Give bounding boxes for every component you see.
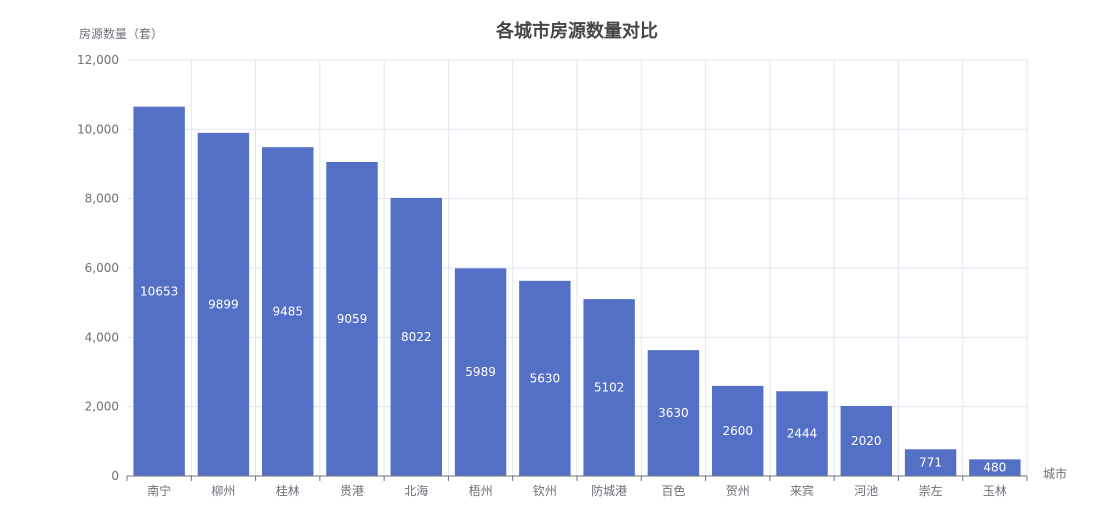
chart-title: 各城市房源数量对比 — [495, 20, 658, 42]
x-tick-label: 贵港 — [340, 484, 364, 498]
bar — [647, 350, 700, 476]
bar-value-label: 3630 — [658, 406, 689, 420]
bar — [583, 299, 635, 476]
bar — [519, 280, 571, 476]
bar-value-label: 9899 — [208, 297, 239, 311]
x-tick-label: 柳州 — [211, 484, 235, 498]
x-tick-label: 玉林 — [983, 484, 1007, 498]
x-tick-label: 桂林 — [276, 483, 300, 498]
bar — [840, 405, 892, 476]
bar-value-label: 2600 — [722, 424, 753, 438]
bar-value-label: 9485 — [272, 305, 303, 319]
bar — [454, 268, 507, 476]
bar-value-label: 771 — [919, 456, 942, 470]
bar-value-label: 5102 — [594, 381, 625, 395]
bar-value-label: 480 — [983, 461, 1006, 475]
x-tick-label: 崇左 — [919, 483, 943, 498]
x-tick-label: 来宾 — [790, 483, 814, 498]
bar — [326, 161, 378, 477]
bar — [904, 449, 957, 476]
x-axis-label: 城市 — [1043, 466, 1067, 481]
bar-value-label: 5989 — [465, 365, 496, 379]
y-tick-label: 2,000 — [85, 400, 119, 414]
bar — [390, 197, 442, 477]
bar — [262, 147, 314, 477]
y-tick-label: 10,000 — [77, 122, 119, 136]
y-axis-label: 房源数量（套） — [79, 26, 163, 41]
bars — [133, 106, 1021, 477]
bar-value-label: 8022 — [401, 330, 432, 344]
bar — [776, 391, 828, 476]
y-tick-label: 6,000 — [85, 261, 119, 275]
data-labels: 10653 9899 9485 9059 8022 5989 5630 5102 3630 260… — [140, 284, 1006, 474]
x-tick-label: 贺州 — [726, 484, 750, 498]
bar — [712, 385, 764, 476]
x-tick-label: 防城港 — [591, 483, 627, 498]
bar-value-label: 10653 — [140, 284, 178, 298]
x-tick-label: 北海 — [404, 483, 428, 498]
y-tick-label: 12,000 — [77, 53, 119, 67]
bar — [969, 459, 1021, 476]
y-tick-label: 8,000 — [85, 192, 119, 206]
gridlines — [127, 59, 1028, 476]
x-tick-label: 河池 — [854, 484, 878, 498]
x-tick-label: 南宁 — [147, 483, 171, 498]
bar-value-label: 5630 — [530, 371, 561, 385]
axes: 0 2,000 4,000 6,000 8,000 10,000 12,000 南宁 柳州 桂林 贵… — [77, 53, 1028, 498]
x-tick-label: 钦州 — [533, 484, 557, 498]
bar-value-label: 2020 — [851, 434, 882, 448]
bar — [133, 106, 185, 477]
bar — [197, 132, 250, 477]
y-tick-label: 0 — [111, 469, 119, 483]
y-tick-label: 4,000 — [85, 330, 119, 344]
bar-value-label: 2444 — [787, 427, 818, 441]
x-tick-label: 百色 — [661, 484, 685, 498]
x-tick-label: 梧州 — [469, 483, 493, 498]
bar-value-label: 9059 — [337, 312, 368, 326]
